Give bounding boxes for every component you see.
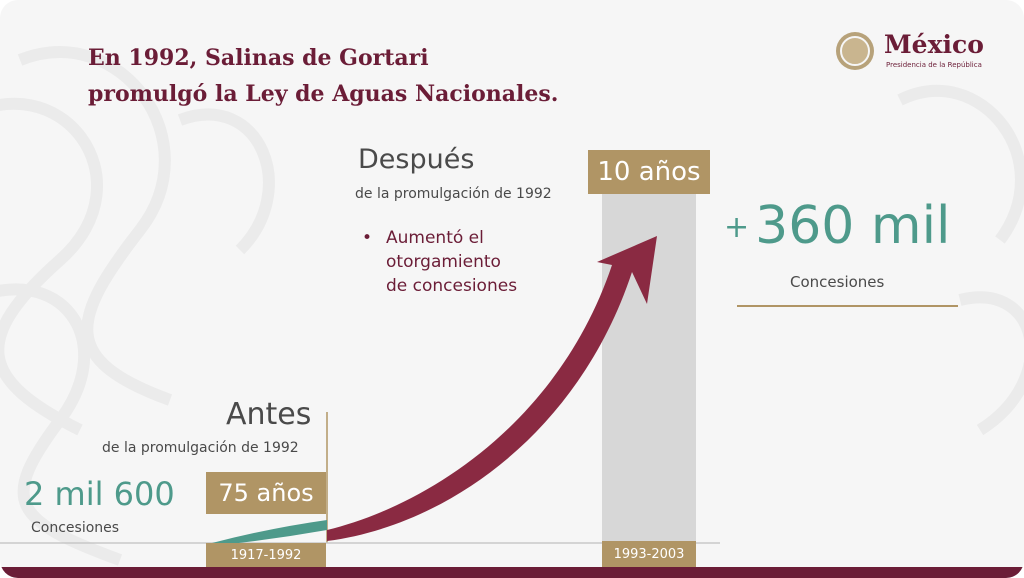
logo-name: México	[884, 30, 984, 59]
bullet-line-1: Aumentó el	[386, 228, 484, 248]
before-value-label: Concesiones	[31, 520, 120, 536]
bullet-item: Aumentó el otorgamiento de concesiones	[362, 226, 517, 298]
bullet-line-2: otorgamiento	[386, 252, 501, 272]
growth-arrow	[327, 236, 657, 541]
after-duration-badge: 10 años	[588, 150, 710, 194]
mexico-logo: México Presidencia de la República	[836, 30, 996, 78]
title-line-2: promulgó la Ley de Aguas Nacionales.	[88, 81, 559, 107]
after-value-number: 360 mil	[755, 196, 951, 256]
after-period-label: 1993-2003	[602, 541, 696, 567]
after-value: +360 mil	[724, 196, 950, 256]
after-bullet-list: Aumentó el otorgamiento de concesiones	[362, 226, 517, 298]
plus-sign: +	[724, 210, 750, 245]
before-duration-badge: 75 años	[206, 472, 326, 514]
mexico-seal-icon	[836, 32, 874, 70]
after-value-label: Concesiones	[790, 273, 885, 291]
before-value: 2 mil 600	[24, 475, 175, 513]
slide-title: En 1992, Salinas de Gortari promulgó la …	[88, 40, 558, 112]
bullet-line-3: de concesiones	[386, 276, 518, 296]
growth-arrow-teal	[212, 520, 327, 546]
before-heading: Antes	[226, 397, 312, 432]
title-line-1: En 1992, Salinas de Gortari	[88, 45, 429, 71]
logo-subtitle: Presidencia de la República	[886, 61, 982, 69]
before-subheading: de la promulgación de 1992	[102, 440, 299, 456]
before-period-label: 1917-1992	[206, 543, 326, 567]
after-heading: Después	[358, 144, 475, 175]
after-subheading: de la promulgación de 1992	[355, 186, 552, 202]
